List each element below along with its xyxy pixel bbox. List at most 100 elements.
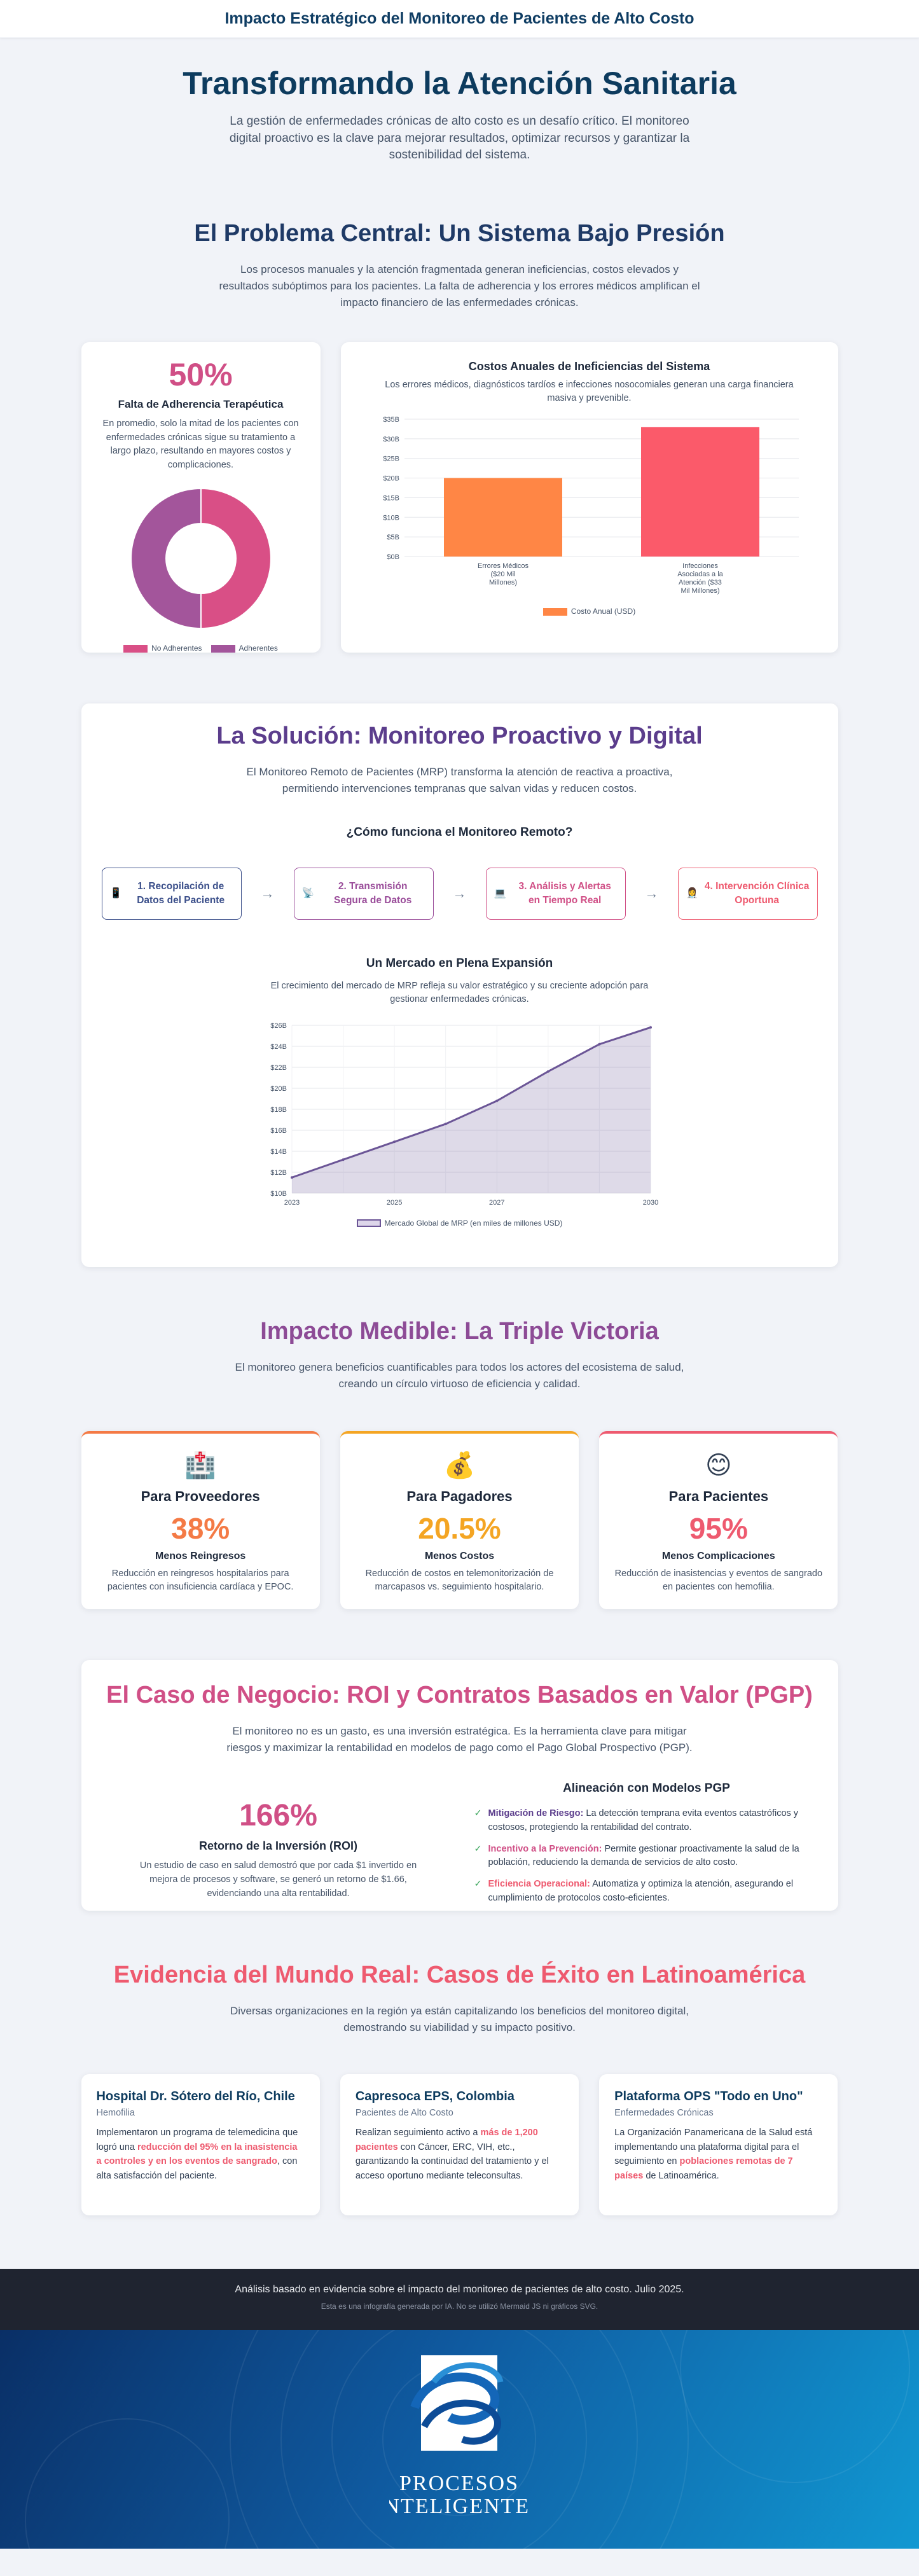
case-title: Plataforma OPS "Todo en Uno": [614, 2089, 803, 2104]
adherence-pct: 50%: [169, 356, 233, 392]
footer: Análisis basado en evidencia sobre el im…: [0, 2269, 919, 2330]
y-tick-label: $15B: [383, 494, 399, 502]
x-tick-label: Infecciones: [682, 562, 718, 570]
impact-title: Impacto Medible: La Triple Victoria: [260, 1317, 659, 1345]
arrow-right-icon: →: [452, 885, 467, 901]
providers-title: Para Proveedores: [141, 1488, 260, 1504]
smile-icon: 😊: [705, 1451, 732, 1479]
money-bag-icon: 💰: [443, 1451, 476, 1479]
procesos-inteligentes-logo: PROCESOS INTELIGENTES: [389, 2355, 529, 2518]
x-tick-label: 2023: [284, 1199, 299, 1207]
providers-pct: 38%: [171, 1511, 230, 1545]
x-tick-label: 2027: [489, 1199, 504, 1207]
case-subtitle: Enfermedades Crónicas: [614, 2108, 714, 2119]
pgp-item-prevention: ✓ Incentivo a la Prevención: Permite gest…: [474, 1843, 799, 1868]
impact-section: Impacto Medible: La Triple Victoria El m…: [81, 1318, 838, 1609]
y-tick-label: $0B: [387, 553, 399, 561]
x-tick-label: Mil Millones): [681, 587, 719, 595]
solution-title: La Solución: Monitoreo Proactivo y Digit…: [216, 722, 703, 749]
costs-bar-chart: $0B $5B $10B $15B $20B $25B $30B $35B Errores Mé…: [383, 416, 799, 595]
step-secure-transmission: 📡 2. Transmisión Segura de Datos: [293, 867, 434, 920]
x-tick-label: 2030: [642, 1199, 658, 1207]
payers-label: Menos Costos: [424, 1550, 495, 1562]
header-title: Impacto Estratégico del Monitoreo de Pac…: [225, 10, 694, 27]
top-header: Impacto Estratégico del Monitoreo de Pac…: [0, 0, 919, 38]
brand-line1: PROCESOS: [399, 2472, 519, 2495]
costs-card: Costos Anuales de Ineficiencias del Sist…: [340, 342, 838, 653]
evidence-title: Evidencia del Mundo Real: Casos de Éxito…: [113, 1961, 806, 1988]
roi-title: Retorno de la Inversión (ROI): [198, 1839, 358, 1853]
laptop-icon: 💻: [494, 887, 506, 899]
case-subtitle: Hemofilia: [96, 2108, 135, 2119]
x-tick-label: Millones): [488, 579, 516, 586]
step-analysis-alerts: 💻 3. Análisis y Alertas en Tiempo Real: [485, 867, 626, 920]
x-tick-label: Errores Médicos: [477, 562, 529, 570]
adherence-donut-chart: [130, 487, 272, 629]
payers-title: Para Pagadores: [406, 1488, 513, 1504]
y-tick-label: $30B: [383, 436, 399, 443]
y-tick-label: $10B: [383, 514, 399, 522]
costs-legend: Costo Anual (USD): [360, 607, 819, 616]
pgp-item-risk: ✓ Mitigación de Riesgo: La detección temp…: [474, 1808, 799, 1832]
adherence-card: 50% Falta de Adherencia Terapéutica En p…: [81, 342, 321, 653]
data-point: [290, 1175, 293, 1179]
business-section: El Caso de Negocio: ROI y Contratos Basa…: [81, 1659, 838, 1911]
x-tick-label: Asociadas a la: [677, 571, 723, 578]
x-tick-label: ($20 Mil: [490, 571, 515, 578]
y-tick-label: $18B: [270, 1106, 287, 1114]
market-desc: El crecimiento del mercado de MRP reflej…: [270, 980, 649, 1004]
decorative-rings: [25, 2330, 910, 2549]
market-legend: Mercado Global de MRP (en miles de millo…: [100, 1219, 819, 1228]
patients-pct: 95%: [689, 1511, 748, 1545]
y-tick-label: $22B: [270, 1064, 287, 1072]
donut-slice-1: [130, 487, 202, 629]
problem-section: El Problema Central: Un Sistema Bajo Pre…: [81, 220, 838, 653]
donut-slice-0: [200, 487, 272, 629]
adherence-title: Falta de Adherencia Terapéutica: [118, 398, 284, 410]
roi-pct: 166%: [239, 1799, 317, 1833]
case-desc: Implementaron un programa de telemedicin…: [96, 2128, 298, 2181]
y-tick-label: $12B: [270, 1169, 287, 1177]
adherence-legend: No Adherentes Adherentes: [97, 644, 305, 653]
phone-icon: 📱: [109, 887, 122, 899]
solution-section: La Solución: Monitoreo Proactivo y Digit…: [81, 703, 838, 1267]
how-title: ¿Cómo funciona el Monitoreo Remoto?: [346, 825, 573, 839]
market-area-chart: $10B $12B $14B $16B $18B $20B $22B $24B $26B 2023…: [270, 1022, 658, 1207]
case-title: Hospital Dr. Sótero del Río, Chile: [96, 2089, 295, 2104]
case-card-colombia: Capresoca EPS, Colombia Pacientes de Alt…: [340, 2074, 579, 2216]
y-tick-label: $24B: [270, 1043, 287, 1051]
market-title: Un Mercado en Plena Expansión: [366, 956, 553, 970]
case-subtitle: Pacientes de Alto Costo: [355, 2108, 453, 2119]
brand-line2: INTELIGENTES: [389, 2495, 529, 2518]
pgp-item-efficiency: ✓ Eficiencia Operacional: Automatiza y op…: [474, 1879, 794, 1903]
step-clinical-intervention: 👩‍⚕️ 4. Intervención Clínica Oportuna: [677, 867, 818, 920]
payers-pct: 20.5%: [418, 1511, 501, 1545]
legend-market: Mercado Global de MRP (en miles de millo…: [356, 1219, 562, 1228]
data-point: [342, 1158, 345, 1161]
problem-title: El Problema Central: Un Sistema Bajo Pre…: [194, 219, 725, 247]
footer-line2: Esta es una infografía generada por IA. …: [321, 2302, 598, 2311]
process-steps: 📱 1. Recopilación de Datos del Paciente →…: [100, 867, 819, 920]
area-fill: [291, 1027, 651, 1193]
doctor-icon: 👩‍⚕️: [686, 887, 698, 899]
data-point: [649, 1025, 652, 1028]
pgp-title: Alineación con Modelos PGP: [563, 1782, 730, 1796]
series-line: [291, 1026, 651, 1179]
solution-desc: El Monitoreo Remoto de Pacientes (MRP) t…: [246, 765, 673, 795]
legend-adherentes: Adherentes: [211, 644, 278, 653]
patients-label: Menos Complicaciones: [661, 1550, 775, 1562]
check-icon: ✓: [474, 1808, 482, 1819]
data-point: [597, 1042, 600, 1046]
data-point: [392, 1140, 396, 1143]
providers-label: Menos Reingresos: [155, 1550, 246, 1562]
payers-card: 💰 Para Pagadores 20.5% Menos Costos Redu…: [340, 1430, 579, 1609]
brand-banner: PROCESOS INTELIGENTES: [0, 2330, 919, 2549]
data-point: [444, 1122, 447, 1125]
y-tick-label: $26B: [270, 1022, 287, 1030]
providers-desc: Reducción en reingresos hospitalarios pa…: [107, 1568, 294, 1593]
evidence-section: Evidencia del Mundo Real: Casos de Éxito…: [81, 1962, 838, 2216]
y-tick-label: $10B: [270, 1190, 287, 1198]
hero-subtitle: La gestión de enfermedades crónicas de a…: [229, 114, 690, 162]
y-tick-label: $5B: [387, 534, 399, 541]
hero-section: Transformando la Atención Sanitaria La g…: [81, 38, 838, 164]
